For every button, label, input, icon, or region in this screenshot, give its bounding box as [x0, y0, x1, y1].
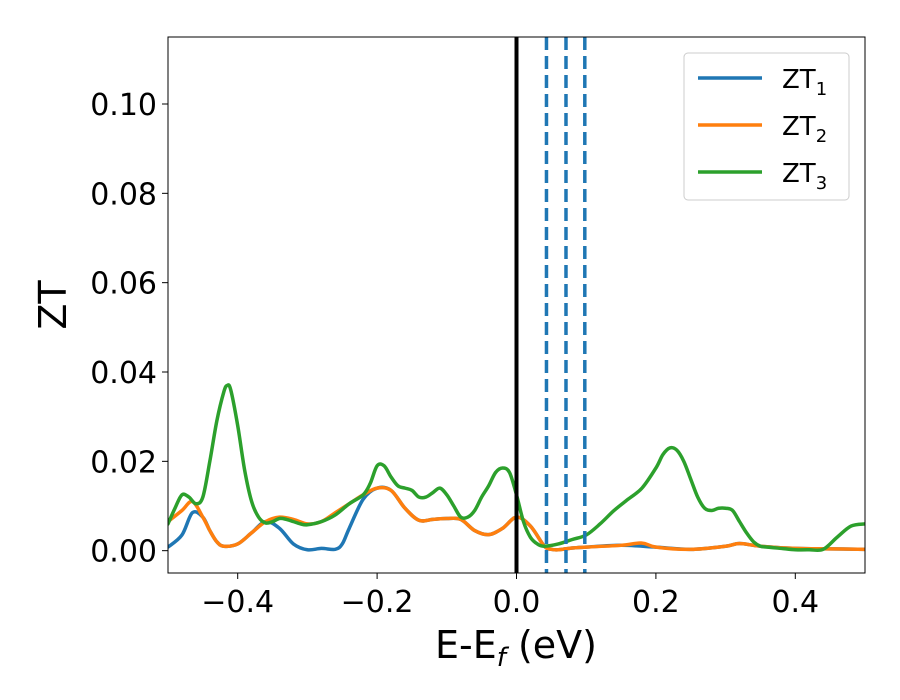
x-axis-title-unit: (eV) [506, 623, 597, 667]
y-tick-label: 0.10 [90, 88, 157, 123]
y-axis-ticks: 0.00 0.02 0.04 0.06 0.08 0.10 [90, 88, 168, 570]
y-tick-label: 0.00 [90, 535, 157, 570]
y-axis-title: ZT [31, 280, 75, 330]
x-axis-ticks: −0.4 −0.2 0.0 0.2 0.4 [201, 573, 819, 620]
series-line-zt2 [168, 485, 865, 552]
series-layer [168, 383, 865, 553]
x-tick-label: 0.4 [771, 585, 819, 620]
legend-items: ZT1 ZT2 ZT3 [698, 65, 827, 194]
y-tick-label: 0.02 [90, 445, 157, 480]
legend-label-zt1: ZT1 [782, 65, 827, 100]
x-tick-label: 0.0 [493, 585, 541, 620]
vertical-lines [514, 37, 587, 573]
y-tick-label: 0.04 [90, 356, 157, 391]
x-tick-label: −0.2 [341, 585, 414, 620]
y-tick-label: 0.08 [90, 177, 157, 212]
legend: ZT1 ZT2 ZT3 [683, 52, 850, 201]
x-tick-label: −0.4 [201, 585, 274, 620]
series-line-zt3 [168, 383, 865, 553]
legend-box [683, 52, 850, 201]
legend-label-zt2: ZT2 [782, 112, 827, 147]
x-tick-label: 0.2 [632, 585, 680, 620]
y-tick-label: 0.06 [90, 267, 157, 302]
legend-label-zt3: ZT3 [782, 159, 827, 194]
x-axis-title: E-Ef (eV) [435, 623, 597, 673]
